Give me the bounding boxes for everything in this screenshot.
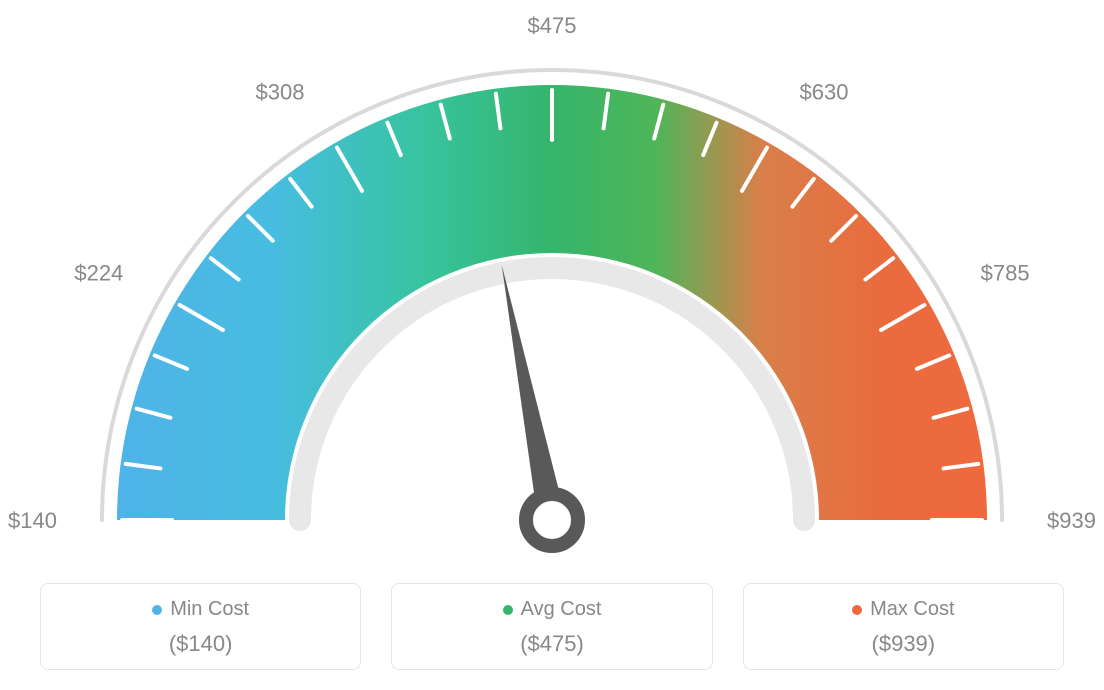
scale-label: $224: [74, 261, 123, 286]
legend-label-min: Min Cost: [170, 598, 249, 621]
legend-value-min: ($140): [51, 631, 350, 657]
scale-label: $475: [528, 13, 577, 38]
legend-card-avg: Avg Cost ($475): [391, 583, 712, 670]
legend-card-max: Max Cost ($939): [743, 583, 1064, 670]
legend-row: Min Cost ($140) Avg Cost ($475) Max Cost…: [40, 583, 1064, 670]
gauge-needle: [502, 265, 566, 523]
scale-label: $939: [1047, 508, 1096, 533]
scale-label: $630: [800, 79, 849, 104]
gauge-chart: $140 $224 $308 $475 $630 $785 $939: [0, 0, 1104, 560]
legend-value-max: ($939): [754, 631, 1053, 657]
legend-title-max: Max Cost: [852, 598, 954, 621]
legend-card-min: Min Cost ($140): [40, 583, 361, 670]
legend-dot-min: [152, 605, 162, 615]
gauge-group: $140 $224 $308 $475 $630 $785 $939: [8, 13, 1096, 546]
legend-label-max: Max Cost: [870, 598, 954, 621]
legend-dot-avg: [503, 605, 513, 615]
legend-title-min: Min Cost: [152, 598, 249, 621]
scale-label: $308: [256, 79, 305, 104]
gauge-svg: $140 $224 $308 $475 $630 $785 $939: [0, 0, 1104, 560]
legend-title-avg: Avg Cost: [503, 598, 602, 621]
color-arc: [117, 85, 987, 520]
legend-dot-max: [852, 605, 862, 615]
legend-value-avg: ($475): [402, 631, 701, 657]
legend-label-avg: Avg Cost: [521, 598, 602, 621]
needle-hub: [526, 494, 578, 546]
scale-label: $785: [981, 261, 1030, 286]
scale-label: $140: [8, 508, 57, 533]
cost-gauge-container: $140 $224 $308 $475 $630 $785 $939 Min Cost ($…: [0, 0, 1104, 690]
